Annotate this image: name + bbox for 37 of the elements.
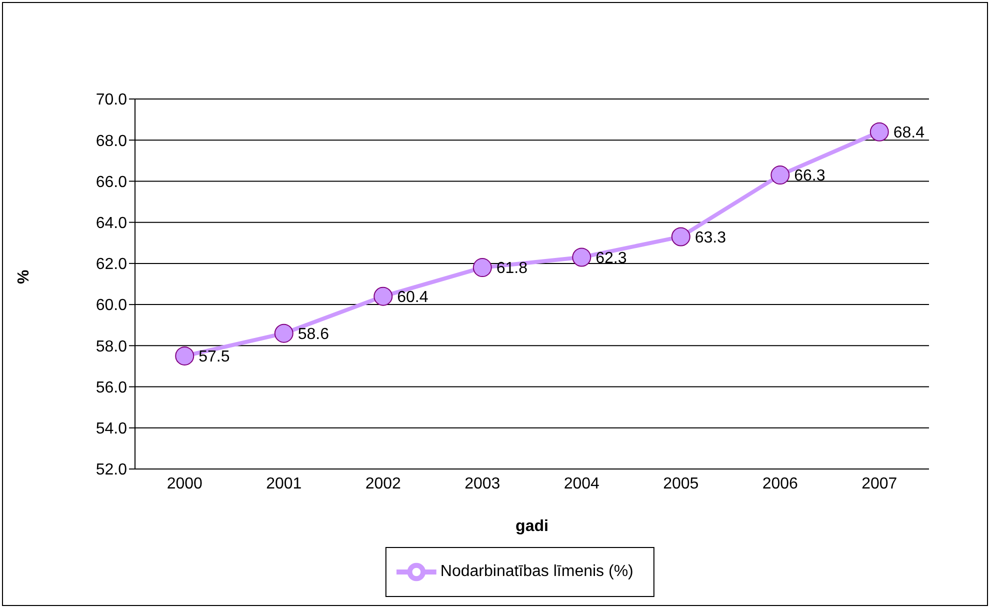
y-tick-label: 70.0: [96, 92, 128, 109]
legend-label: Nodarbinatības līmenis (%): [440, 563, 634, 580]
data-label: 60.4: [397, 289, 428, 306]
data-label: 58.6: [298, 326, 330, 344]
y-tick-label: 66.0: [96, 174, 128, 191]
point: [870, 122, 889, 142]
data-label: 63.3: [694, 229, 726, 246]
data-label: 62.3: [596, 250, 627, 267]
point: [770, 166, 790, 185]
point: [472, 258, 492, 278]
point: [374, 286, 393, 306]
data-label: 68.4: [893, 124, 925, 142]
x-tick-label: 2007: [862, 475, 898, 492]
x-tick-label: 2002: [365, 475, 402, 492]
x-axis-title: gadi: [516, 518, 548, 535]
x-tick-label: 2004: [564, 475, 600, 492]
y-tick-label: 54.0: [96, 420, 128, 438]
x-tick-label: 2000: [166, 475, 203, 492]
x-tick-label: 2001: [266, 475, 302, 492]
data-label: 66.3: [794, 168, 826, 185]
x-tick-label: 2006: [762, 475, 798, 492]
y-tick-label: 52.0: [96, 462, 128, 479]
data-label: 57.5: [198, 348, 230, 366]
point: [274, 324, 294, 343]
x-tick-label: 2005: [663, 475, 699, 492]
data-label: 61.8: [496, 260, 528, 278]
x-tick-label: 2003: [464, 475, 500, 492]
y-tick-label: 56.0: [96, 379, 128, 396]
y-tick-label: 58.0: [96, 338, 128, 356]
point: [572, 248, 592, 267]
y-tick-label: 60.0: [96, 297, 128, 314]
y-tick-label: 68.0: [96, 132, 128, 150]
point: [671, 227, 690, 246]
y-tick-label: 64.0: [96, 215, 128, 232]
y-tick-label: 62.0: [96, 256, 128, 274]
y-axis-title: %: [16, 270, 33, 284]
point: [175, 346, 194, 366]
